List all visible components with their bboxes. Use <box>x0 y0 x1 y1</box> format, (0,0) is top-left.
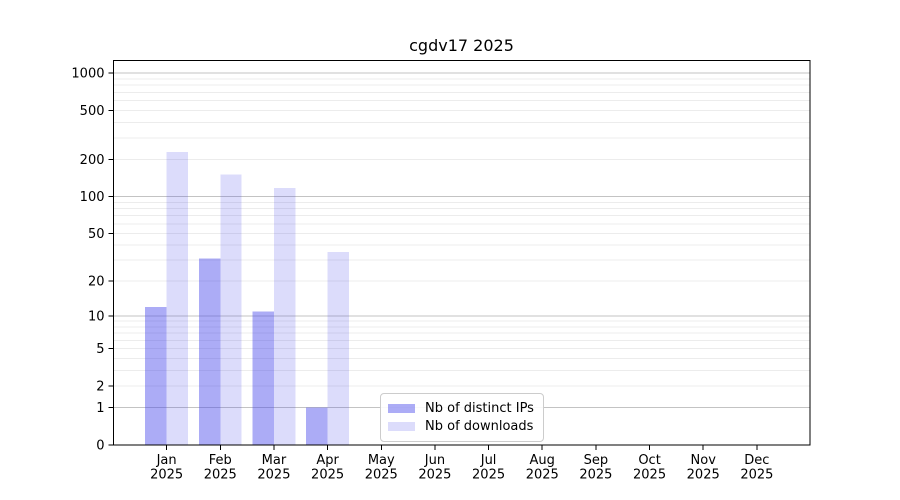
y-tick-label: 1 <box>96 401 104 416</box>
bar-feb-series1 <box>220 174 242 445</box>
x-tick-label-may: May 2025 <box>365 453 398 483</box>
legend: Nb of distinct IPs Nb of downloads <box>380 393 544 442</box>
y-tick-label: 10 <box>88 309 105 324</box>
bar-mar-series1 <box>273 187 296 445</box>
y-tick-label: 200 <box>80 153 105 168</box>
x-tick-label-nov: Nov 2025 <box>687 453 720 483</box>
x-tick-label-oct: Oct 2025 <box>633 453 666 483</box>
x-tick-label-sep: Sep 2025 <box>579 453 612 483</box>
bar-mar-series0 <box>252 311 274 445</box>
y-tick-label: 20 <box>88 275 105 290</box>
x-tick-label-feb: Feb 2025 <box>204 453 237 483</box>
x-tick-label-dec: Dec 2025 <box>740 453 773 483</box>
y-tick-label: 500 <box>80 104 105 119</box>
y-tick-label: 5 <box>96 342 104 357</box>
bar-feb-series0 <box>198 258 221 445</box>
y-tick-label: 0 <box>96 439 104 454</box>
y-tick-label: 1000 <box>71 67 104 82</box>
bar-apr-series0 <box>306 407 328 445</box>
x-tick-label-jan: Jan 2025 <box>150 453 183 483</box>
legend-swatch-series1 <box>388 421 415 431</box>
legend-entry-series0: Nb of distinct IPs <box>388 399 535 417</box>
x-tick-label-jun: Jun 2025 <box>418 453 451 483</box>
y-tick-label: 100 <box>80 190 105 205</box>
legend-label-series0: Nb of distinct IPs <box>425 400 534 416</box>
x-tick-label-aug: Aug 2025 <box>526 453 559 483</box>
bar-apr-series1 <box>327 252 350 445</box>
legend-label-series1: Nb of downloads <box>425 418 534 434</box>
legend-swatch-series0 <box>388 403 415 413</box>
bar-jan-series1 <box>166 152 189 445</box>
x-tick-label-mar: Mar 2025 <box>257 453 290 483</box>
y-tick-label: 2 <box>96 379 104 394</box>
x-tick-label-jul: Jul 2025 <box>472 453 505 483</box>
x-tick-label-apr: Apr 2025 <box>311 453 344 483</box>
legend-entry-series1: Nb of downloads <box>388 417 535 435</box>
chart-title: cgdv17 2025 <box>409 36 514 55</box>
bar-jan-series0 <box>145 306 167 445</box>
plot-frame <box>113 60 811 446</box>
y-tick-label: 50 <box>88 227 105 242</box>
